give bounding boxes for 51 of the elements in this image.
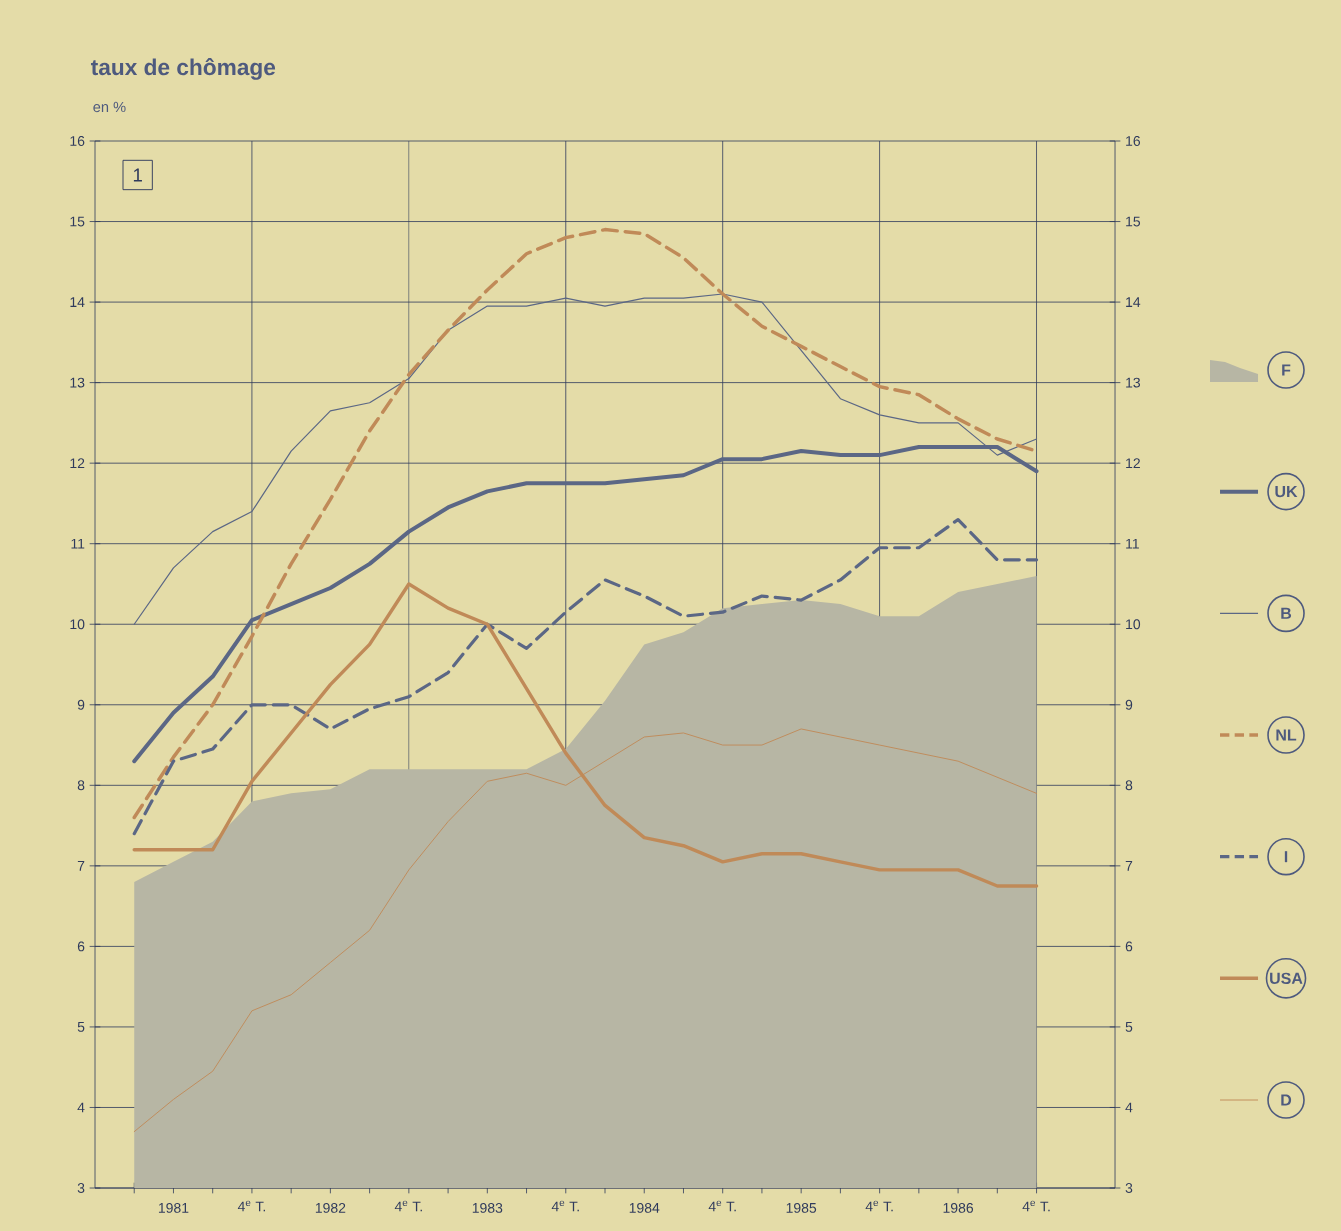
legend-label: B: [1281, 607, 1292, 619]
line-series: [132, 517, 1039, 836]
x-tick-label: 1983: [472, 1202, 503, 1213]
y2-tick-label: 3: [1125, 1183, 1133, 1193]
y-tick-label: 16: [70, 136, 85, 146]
y-tick-label: 9: [77, 699, 85, 710]
y2-tick-label: 12: [1126, 458, 1140, 469]
x-tick-label: 1986: [943, 1202, 974, 1213]
y-tick-label: 5: [77, 1022, 85, 1032]
x-tick-label: 1985: [786, 1202, 817, 1213]
y2-tick-label: 15: [1126, 216, 1141, 227]
y-tick-label: 11: [71, 538, 85, 549]
x-tick-label: 4$^{e}$ T.: [551, 1200, 579, 1212]
y2-tick-label: 13: [1126, 377, 1141, 388]
x-tick-label: 4$^{e}$ T.: [1022, 1200, 1050, 1212]
chart-title: taux de chômage: [90, 58, 276, 80]
y2-tick-label: 10: [1126, 619, 1141, 630]
y-tick-label: 7: [77, 861, 85, 871]
y2-tick-label: 9: [1125, 699, 1133, 710]
y2-tick-label: 4: [1125, 1102, 1133, 1113]
legend-label: I: [1284, 851, 1288, 863]
x-tick-label: 4$^{e}$ T.: [708, 1200, 736, 1212]
y-tick-label: 6: [77, 941, 85, 952]
x-tick-label: 1982: [315, 1202, 346, 1213]
y2-tick-label: 8: [1125, 780, 1133, 791]
y-tick-label: 14: [70, 297, 85, 307]
x-tick-label: 1984: [629, 1202, 660, 1213]
y2-tick-label: 11: [1126, 538, 1139, 549]
y-tick-label: 12: [70, 458, 85, 469]
legend-label: USA: [1270, 972, 1303, 984]
y2-tick-label: 14: [1126, 297, 1141, 307]
legend-label: NL: [1276, 729, 1297, 741]
y2-tick-label: 6: [1125, 941, 1133, 952]
y2-tick-label: 7: [1125, 861, 1133, 871]
y2-tick-label: 5: [1125, 1022, 1133, 1032]
y-tick-label: 3: [77, 1183, 85, 1193]
annotation: 1: [133, 168, 142, 182]
y2-tick-label: 16: [1126, 136, 1141, 146]
x-tick-label: 4$^{e}$ T.: [865, 1200, 893, 1212]
legend-label: F: [1282, 364, 1291, 376]
x-tick-label: 1981: [158, 1202, 189, 1213]
legend-label: D: [1281, 1094, 1292, 1106]
y-tick-label: 8: [77, 780, 85, 791]
x-tick-label: 4$^{e}$ T.: [237, 1200, 266, 1212]
x-tick-label: 4$^{e}$ T.: [394, 1200, 422, 1212]
y-axis-title: en %: [93, 101, 126, 113]
legend-label: UK: [1275, 486, 1298, 498]
y-tick-label: 13: [70, 377, 85, 388]
y-tick-label: 15: [70, 216, 85, 227]
y-tick-label: 4: [77, 1102, 85, 1113]
y-tick-label: 10: [70, 619, 85, 630]
